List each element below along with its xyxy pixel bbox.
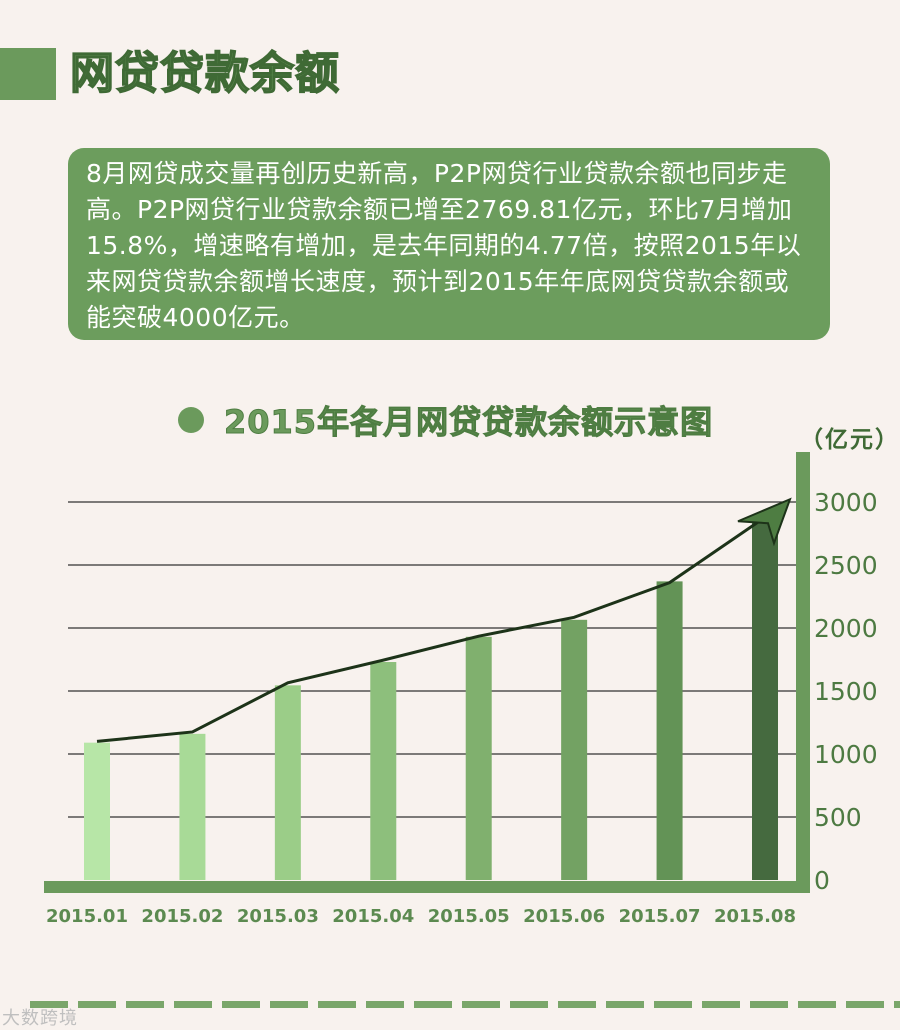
y-axis [796,452,810,893]
watermark: 大数跨境 [2,1008,78,1029]
x-tick-label: 2015.07 [619,906,701,927]
bar [179,733,206,880]
y-tick-label: 2000 [814,614,878,643]
bar [561,619,588,880]
bar [656,581,683,880]
x-tick-label: 2015.05 [428,906,510,927]
x-tick-label: 2015.04 [332,906,414,927]
page-title: 网贷贷款余额 [69,47,340,100]
bar [752,518,778,880]
y-tick-label: 2500 [814,551,878,580]
y-tick-label: 3000 [814,488,878,517]
trend-line [96,514,769,743]
bar [84,742,110,880]
bullet-icon [178,407,204,433]
x-tick-label: 2015.03 [237,906,319,927]
summary-box: 8月网贷成交量再创历史新高，P2P网贷行业贷款余额也同步走高。P2P网贷行业贷款… [68,148,830,340]
bar [465,636,492,880]
trend-arrow-icon [737,497,792,547]
footer-divider [30,1001,900,1008]
x-tick-label: 2015.02 [141,906,223,927]
x-tick-label: 2015.06 [523,906,605,927]
x-axis [44,881,810,893]
bar [370,662,397,880]
bar [274,685,301,880]
x-tick-label: 2015.01 [46,906,128,927]
y-tick-label: 0 [814,866,830,895]
y-tick-label: 500 [814,803,862,832]
chart-title-row: 2015年各月网贷贷款余额示意图 [178,398,713,442]
bar-chart: 0 500 1000 1500 2000 2500 3000 2015.01 2015.02 20… [44,452,878,927]
x-tick-label: 2015.08 [714,906,796,927]
header-accent-bar [0,48,56,100]
y-tick-label: 1500 [814,677,878,706]
y-axis-unit-label: （亿元） [800,427,900,453]
chart-title: 2015年各月网贷贷款余额示意图 [223,403,714,442]
summary-text: 8月网贷成交量再创历史新高，P2P网贷行业贷款余额也同步走高。P2P网贷行业贷款… [86,159,802,332]
y-tick-label: 1000 [814,740,878,769]
